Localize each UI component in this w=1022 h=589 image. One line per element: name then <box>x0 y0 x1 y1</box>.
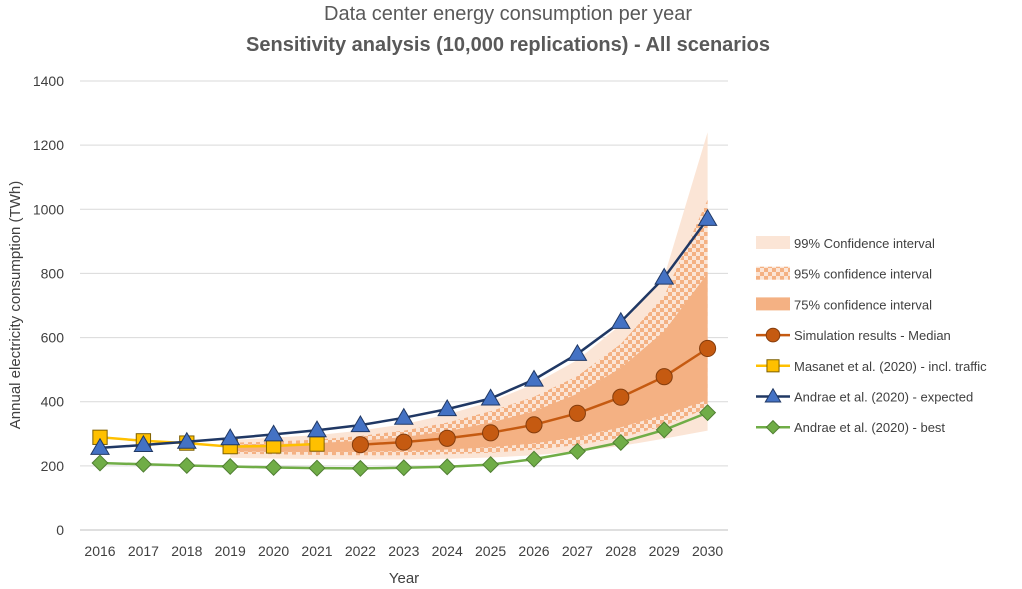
y-tick-label: 400 <box>41 394 65 410</box>
confidence-band <box>230 273 708 453</box>
data-point <box>176 431 197 449</box>
x-tick-label: 2029 <box>649 543 680 559</box>
series-group <box>90 208 718 455</box>
x-tick-label: 2024 <box>432 543 463 559</box>
data-point <box>568 404 586 422</box>
chart-title: Data center energy consumption per year <box>324 3 692 25</box>
data-point <box>438 429 456 447</box>
legend-label: Masanet et al. (2020) - incl. traffic <box>794 359 987 374</box>
legend-marker <box>765 327 781 343</box>
x-axis-label: Year <box>389 570 419 587</box>
x-tick-label: 2017 <box>128 543 159 559</box>
data-point <box>395 433 413 451</box>
data-point <box>567 343 588 361</box>
x-tick-label: 2028 <box>605 543 636 559</box>
x-tick-label: 2021 <box>301 543 332 559</box>
data-point <box>263 424 284 442</box>
x-tick-label: 2025 <box>475 543 506 559</box>
x-tick-label: 2022 <box>345 543 376 559</box>
legend-marker <box>766 359 780 373</box>
data-point <box>655 421 673 439</box>
legend-marker <box>765 419 781 435</box>
data-point <box>568 442 586 460</box>
y-tick-labels: 0 200 400 600 800 1000 1200 1400 <box>33 73 64 538</box>
data-point <box>350 415 371 433</box>
data-point <box>482 424 500 442</box>
x-tick-label: 2020 <box>258 543 289 559</box>
data-point <box>351 459 369 477</box>
data-point <box>612 388 630 406</box>
x-tick-label: 2030 <box>692 543 723 559</box>
data-point <box>697 208 718 226</box>
data-point <box>91 454 109 472</box>
data-point <box>265 458 283 476</box>
data-point <box>525 450 543 468</box>
data-series <box>90 208 718 477</box>
data-point <box>393 407 414 425</box>
data-point <box>133 434 154 453</box>
data-point <box>612 433 630 451</box>
data-point <box>90 437 110 455</box>
data-point <box>309 436 325 452</box>
data-point <box>699 339 717 358</box>
legend-label: 99% Confidence interval <box>794 236 935 251</box>
legend-label: 75% confidence interval <box>794 297 932 312</box>
data-point <box>308 459 326 477</box>
y-axis-label: Annual electricity consumption (TWh) <box>7 181 24 429</box>
legend-label: 95% confidence interval <box>794 267 932 282</box>
y-tick-label: 1400 <box>33 73 64 89</box>
data-point <box>307 420 327 438</box>
x-tick-label: 2019 <box>215 543 246 559</box>
x-tick-label: 2026 <box>518 543 549 559</box>
legend-marker <box>764 387 782 403</box>
data-point <box>482 456 500 474</box>
data-point <box>655 368 673 386</box>
y-tick-label: 800 <box>41 265 65 281</box>
legend-swatch <box>756 236 790 249</box>
data-point <box>525 416 543 434</box>
x-tick-labels: 2016 2017 2018 2019 2020 2021 2022 2023 2024 2025… <box>84 543 723 559</box>
x-tick-label: 2016 <box>84 543 115 559</box>
y-tick-label: 1000 <box>33 201 64 217</box>
legend-label: Andrae et al. (2020) - best <box>794 420 945 435</box>
data-point <box>437 398 458 417</box>
y-tick-label: 200 <box>41 458 65 474</box>
legend: 99% Confidence interval 95% confidence in… <box>756 236 987 435</box>
data-point <box>610 311 631 329</box>
legend-swatch <box>756 297 790 311</box>
y-tick-label: 600 <box>41 330 65 346</box>
data-point <box>221 457 239 476</box>
legend-swatch <box>756 266 790 280</box>
confidence-bands <box>230 132 708 460</box>
x-tick-label: 2027 <box>562 543 593 559</box>
data-point <box>524 369 544 387</box>
series-group <box>351 339 717 454</box>
data-point <box>351 436 369 454</box>
data-point <box>134 455 152 473</box>
x-tick-label: 2023 <box>388 543 419 559</box>
y-tick-label: 0 <box>56 522 64 538</box>
series-group <box>91 404 717 477</box>
y-tick-label: 1200 <box>33 137 64 153</box>
data-point <box>395 459 413 477</box>
legend-label: Andrae et al. (2020) - expected <box>794 390 973 405</box>
chart-subtitle: Sensitivity analysis (10,000 replication… <box>246 34 770 56</box>
data-point <box>480 388 501 406</box>
data-point <box>699 404 717 422</box>
data-point <box>654 267 675 285</box>
data-point <box>178 457 196 475</box>
data-point <box>220 428 241 446</box>
data-point <box>438 458 456 476</box>
x-tick-label: 2018 <box>171 543 202 559</box>
legend-label: Simulation results - Median <box>794 328 951 343</box>
